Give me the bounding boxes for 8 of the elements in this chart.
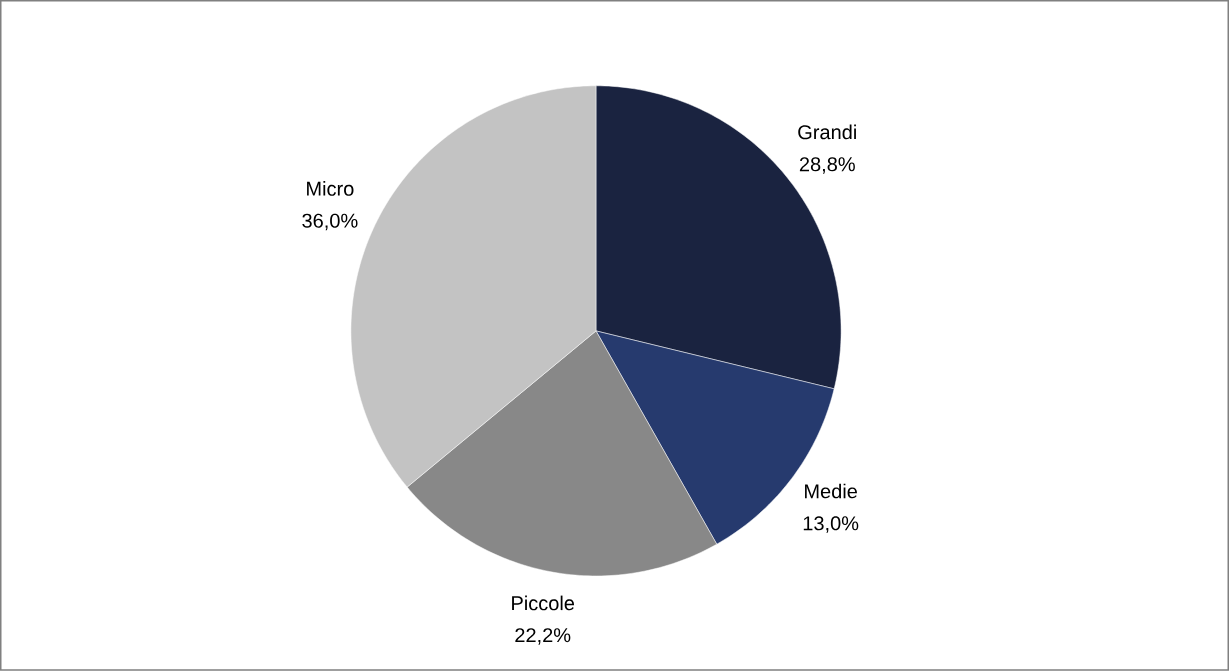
data-label: 36,0% xyxy=(302,213,358,231)
data-label: 13,0% xyxy=(803,516,859,533)
slice-label: Micro xyxy=(307,181,354,196)
slice-label: Grandi xyxy=(798,124,856,140)
slice-label: Piccole xyxy=(512,595,575,611)
slice-label: Medie xyxy=(805,483,857,499)
data-label: 22,2% xyxy=(515,628,571,645)
data-label: 28,8% xyxy=(799,157,855,174)
